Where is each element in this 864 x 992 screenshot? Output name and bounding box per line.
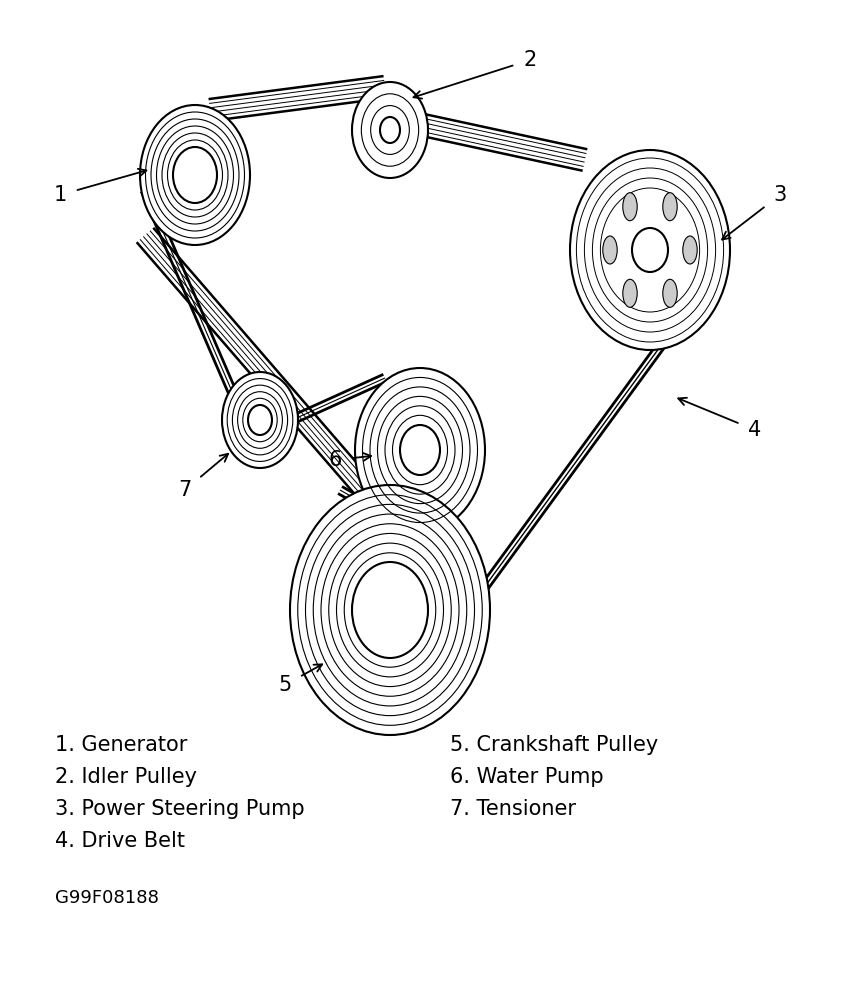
Ellipse shape — [623, 192, 638, 220]
Text: 1: 1 — [54, 169, 146, 205]
Text: 2: 2 — [414, 50, 537, 98]
Ellipse shape — [570, 150, 730, 350]
Text: 6: 6 — [328, 450, 372, 470]
Text: 1. Generator: 1. Generator — [55, 735, 187, 755]
Ellipse shape — [355, 368, 485, 532]
Ellipse shape — [632, 228, 668, 272]
Ellipse shape — [222, 372, 298, 468]
Text: 5. Crankshaft Pulley: 5. Crankshaft Pulley — [450, 735, 658, 755]
Text: 3. Power Steering Pump: 3. Power Steering Pump — [55, 799, 305, 819]
Ellipse shape — [603, 236, 617, 264]
Ellipse shape — [683, 236, 697, 264]
Text: 7: 7 — [178, 453, 228, 500]
Ellipse shape — [380, 117, 400, 143]
Text: 6. Water Pump: 6. Water Pump — [450, 767, 604, 787]
Text: 2. Idler Pulley: 2. Idler Pulley — [55, 767, 197, 787]
Text: 4. Drive Belt: 4. Drive Belt — [55, 831, 185, 851]
Text: 7. Tensioner: 7. Tensioner — [450, 799, 576, 819]
Text: 4: 4 — [678, 398, 762, 440]
Ellipse shape — [290, 485, 490, 735]
Ellipse shape — [248, 405, 272, 435]
Ellipse shape — [173, 147, 217, 203]
Ellipse shape — [140, 105, 250, 245]
Text: G99F08188: G99F08188 — [55, 889, 159, 907]
Ellipse shape — [400, 425, 440, 475]
Ellipse shape — [663, 192, 677, 220]
Text: 3: 3 — [722, 185, 786, 239]
Text: 5: 5 — [278, 665, 322, 695]
Ellipse shape — [352, 562, 428, 658]
Ellipse shape — [663, 280, 677, 308]
Ellipse shape — [352, 82, 428, 178]
Ellipse shape — [623, 280, 638, 308]
